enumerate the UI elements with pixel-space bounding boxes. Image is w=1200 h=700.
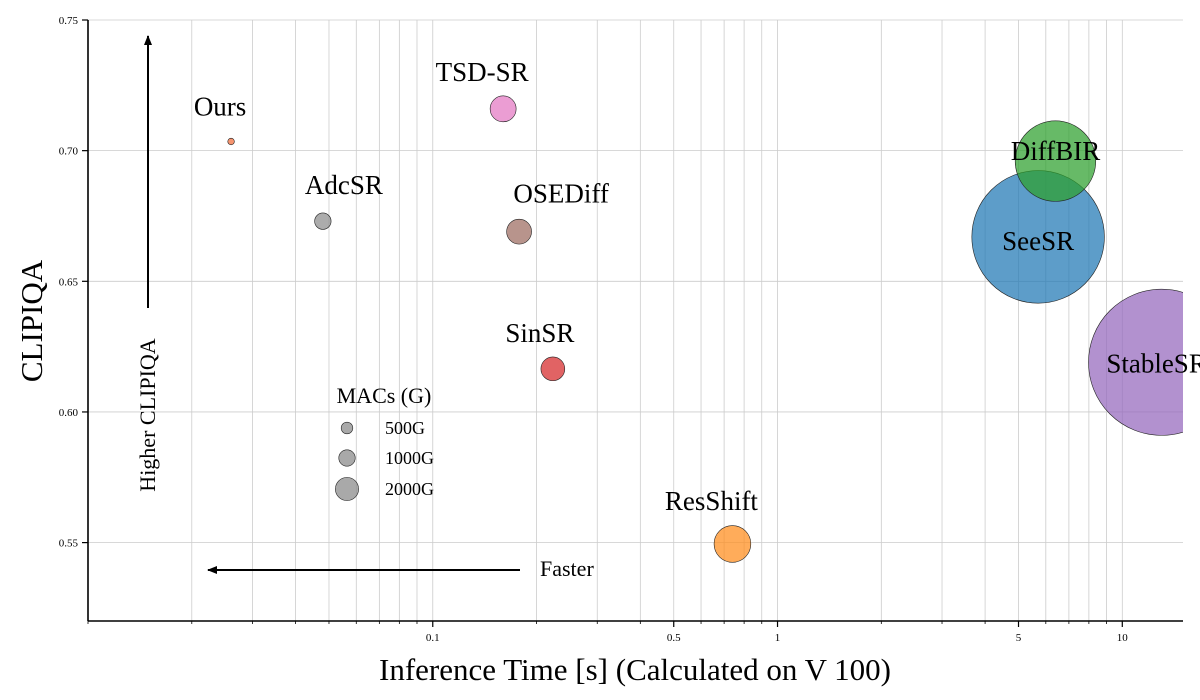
data-point-diffbir — [1014, 120, 1097, 202]
legend-entry-label: 1000G — [385, 448, 434, 468]
data-point-stablesr — [1088, 288, 1183, 436]
legend-title: MACs (G) — [337, 383, 432, 408]
point-label-stablesr: StableSR — [1106, 348, 1200, 378]
point-label-seesr: SeeSR — [1002, 226, 1074, 256]
x-tick-label: 0.1 — [426, 632, 440, 644]
y-tick-label: 0.75 — [59, 15, 79, 27]
data-point-sinsr — [540, 356, 566, 382]
x-tick-label: 1 — [775, 632, 781, 644]
y-tick-label: 0.70 — [59, 146, 79, 158]
data-point-adcsr — [314, 212, 332, 230]
y-tick-label: 0.60 — [59, 407, 79, 419]
data-point-ours — [227, 137, 235, 146]
point-labels: Ours TSD-SR AdcSR OSEDiff SinSR ResShift DiffB… — [194, 57, 1200, 516]
x-tick-label: 10 — [1117, 632, 1129, 644]
y-tick-label: 0.55 — [59, 538, 79, 550]
point-label-resshift: ResShift — [665, 486, 759, 516]
point-label-ours: Ours — [194, 92, 247, 122]
y-tick-label: 0.65 — [59, 276, 79, 288]
legend-entry-label: 2000G — [385, 479, 434, 499]
annotations: Higher CLIPIQA Faster — [135, 35, 594, 581]
x-tick-label: 0.5 — [667, 632, 681, 644]
legend-entry-label: 500G — [385, 418, 425, 438]
legend-marker — [338, 449, 356, 467]
point-label-tsd-sr: TSD-SR — [436, 57, 529, 87]
data-point-tsd-sr — [489, 95, 517, 123]
point-label-diffbir: DiffBIR — [1011, 136, 1101, 166]
higher-clipiqa-label: Higher CLIPIQA — [135, 338, 160, 491]
size-legend: MACs (G) 500G 1000G 2000G — [335, 383, 434, 501]
faster-label: Faster — [540, 556, 594, 581]
x-tick-label: 5 — [1016, 632, 1022, 644]
y-axis-title: CLIPIQA — [14, 259, 49, 382]
point-label-osediff: OSEDiff — [513, 179, 609, 209]
data-points — [227, 95, 1183, 563]
point-label-sinsr: SinSR — [505, 318, 574, 348]
x-axis-title: Inference Time [s] (Calculated on V 100) — [379, 652, 891, 687]
grid — [87, 19, 1183, 621]
axes: 0.55 0.60 0.65 0.70 0.75 0.1 0.5 1 5 10 — [59, 15, 1183, 644]
point-label-adcsr: AdcSR — [305, 170, 383, 200]
legend-marker — [335, 477, 359, 501]
legend-marker — [340, 421, 354, 435]
data-point-osediff — [506, 218, 532, 245]
data-point-resshift — [713, 525, 752, 563]
